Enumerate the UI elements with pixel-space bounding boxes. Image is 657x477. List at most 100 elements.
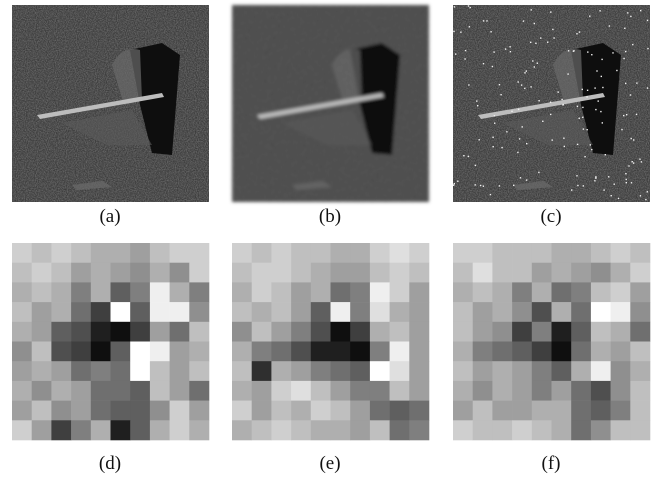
pixel — [170, 361, 190, 381]
pixel — [552, 342, 572, 362]
pixel — [492, 243, 512, 263]
speckle — [470, 7, 471, 8]
pixel — [409, 263, 429, 283]
pixel — [473, 401, 493, 421]
pixel — [473, 282, 493, 302]
speckle — [624, 28, 625, 29]
pixel — [473, 302, 493, 322]
speckle — [500, 94, 501, 95]
pixel — [311, 381, 331, 401]
speckle — [587, 51, 588, 52]
speckle — [626, 182, 627, 183]
speckle — [631, 182, 632, 183]
pixel — [630, 361, 650, 381]
speckle — [641, 161, 642, 162]
pixel — [12, 342, 32, 362]
speckle — [596, 70, 597, 71]
pixel — [552, 361, 572, 381]
speckle — [523, 20, 524, 21]
pixel — [409, 361, 429, 381]
pixel — [512, 420, 532, 440]
pixel — [130, 302, 150, 322]
pixel — [51, 243, 71, 263]
pixel — [571, 322, 591, 342]
speckle — [577, 144, 578, 145]
speckle — [587, 90, 588, 91]
speckle — [640, 195, 641, 196]
speckle — [579, 118, 580, 119]
pixel — [630, 401, 650, 421]
image-b — [232, 5, 429, 202]
pixel — [130, 282, 150, 302]
speckle — [453, 185, 454, 186]
pixel — [189, 282, 209, 302]
pixel — [370, 263, 390, 283]
pixel — [532, 282, 552, 302]
speckle — [579, 31, 580, 32]
pixel — [32, 381, 52, 401]
speckle — [584, 156, 585, 157]
pixel — [150, 381, 170, 401]
pixel — [51, 381, 71, 401]
speckle — [625, 173, 626, 174]
pixel — [130, 420, 150, 440]
speckle — [526, 143, 527, 144]
speckle — [611, 195, 612, 196]
pixel — [512, 302, 532, 322]
pixel — [512, 263, 532, 283]
pixel — [291, 263, 311, 283]
pixel — [331, 381, 351, 401]
pixel — [611, 420, 631, 440]
pixel — [170, 342, 190, 362]
pixel — [492, 342, 512, 362]
speckle — [468, 84, 469, 85]
speckle — [492, 66, 493, 67]
pixel — [71, 401, 91, 421]
speckle — [647, 20, 648, 21]
speckle — [486, 20, 487, 21]
speckle — [477, 105, 478, 106]
speckle — [590, 144, 591, 145]
pixel — [12, 401, 32, 421]
speckle — [595, 178, 596, 179]
speckle — [602, 87, 603, 88]
pixel — [492, 282, 512, 302]
pixel — [409, 381, 429, 401]
pixel — [350, 302, 370, 322]
pixel — [252, 282, 272, 302]
pixel — [71, 322, 91, 342]
pixel — [32, 361, 52, 381]
pixel — [571, 243, 591, 263]
pixel — [291, 243, 311, 263]
pixel — [473, 322, 493, 342]
speckle — [520, 177, 521, 178]
pixel — [91, 420, 111, 440]
pixel — [390, 302, 410, 322]
panel-label: (a) — [99, 206, 120, 227]
pixel — [51, 361, 71, 381]
speckle — [647, 87, 648, 88]
speckle — [598, 100, 599, 101]
speckle — [563, 138, 564, 139]
speckle — [601, 76, 602, 77]
speckle — [636, 114, 637, 115]
pixel — [170, 263, 190, 283]
speckle — [490, 31, 491, 32]
pixel — [12, 282, 32, 302]
pixel — [170, 401, 190, 421]
speckle — [612, 52, 613, 53]
speckle — [492, 137, 493, 138]
pixel — [512, 361, 532, 381]
pixel — [350, 243, 370, 263]
pixel — [130, 342, 150, 362]
speckle — [577, 106, 578, 107]
speckle — [561, 99, 562, 100]
pixel — [630, 243, 650, 263]
speckle — [538, 100, 539, 101]
pixel — [189, 243, 209, 263]
speckle — [493, 146, 494, 147]
pixel — [512, 243, 532, 263]
pixel — [390, 401, 410, 421]
pixel — [311, 361, 331, 381]
speckle — [532, 60, 533, 61]
